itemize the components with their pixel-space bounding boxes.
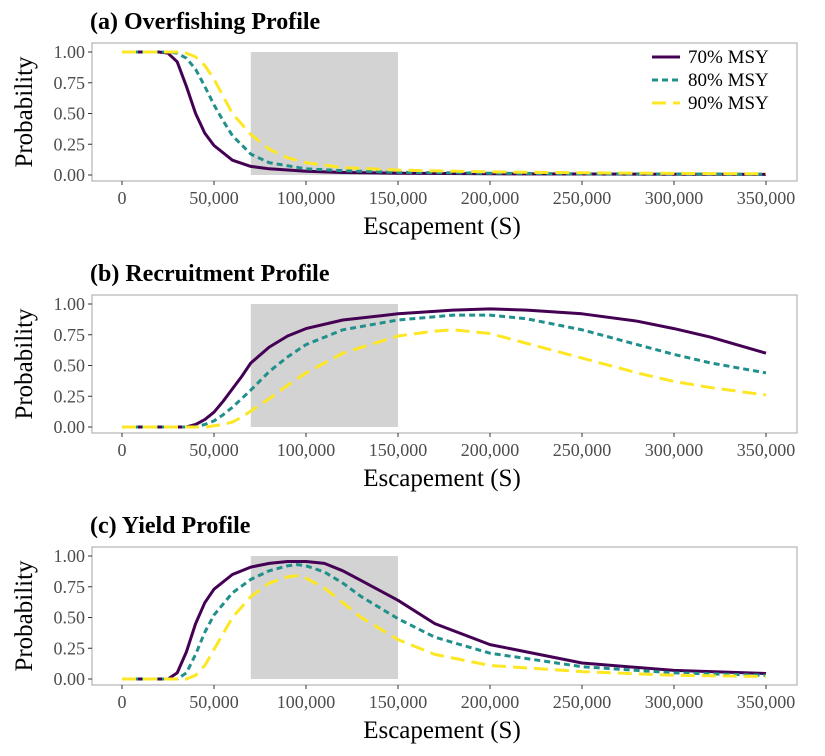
y-tick-label: 0.00	[54, 417, 86, 437]
y-tick-label: 1.00	[54, 294, 86, 314]
x-tick-label: 150,000	[369, 692, 428, 712]
x-tick-label: 350,000	[737, 188, 796, 208]
y-tick-label: 0.75	[54, 577, 86, 597]
series-line-1	[122, 50, 767, 176]
panel-recruitment: (b) Recruitment Profile 0.00 0.25 0.50 0.75 1…	[11, 261, 798, 492]
x-tick-label: 50,000	[189, 188, 239, 208]
shaded-region	[250, 304, 398, 427]
x-tick-label: 350,000	[737, 440, 796, 460]
y-tick-label: 0.00	[54, 669, 86, 689]
series-line-2	[122, 50, 767, 176]
x-tick-label: 300,000	[645, 188, 704, 208]
legend-label-2: 80% MSY	[688, 70, 769, 91]
plot-border	[91, 294, 798, 434]
x-tick-label: 100,000	[277, 188, 336, 208]
x-tick-label: 150,000	[369, 440, 428, 460]
y-tick-label: 0.75	[54, 73, 86, 93]
chart-title: (c) Yield Profile	[90, 513, 251, 539]
panel-yield: (c) Yield Profile 0.00 0.25 0.50 0.75 1.00 0 50…	[11, 513, 798, 744]
shaded-region	[250, 52, 398, 175]
x-axis-title: Escapement (S)	[363, 465, 521, 492]
x-tick-label: 200,000	[461, 692, 520, 712]
x-tick-label: 100,000	[277, 440, 336, 460]
y-tick-label: 0.50	[54, 104, 86, 124]
chart-title: (a) Overfishing Profile	[90, 9, 321, 35]
legend-label-3: 90% MSY	[688, 93, 769, 114]
series-line-3	[122, 574, 767, 681]
series-line-3	[122, 328, 767, 429]
plot-border	[91, 546, 798, 686]
x-tick-label: 350,000	[737, 692, 796, 712]
y-tick-label: 0.00	[54, 165, 86, 185]
x-tick-label: 300,000	[645, 440, 704, 460]
y-tick-label: 1.00	[54, 546, 86, 566]
plot-border	[91, 42, 798, 182]
y-tick-label: 0.50	[54, 356, 86, 376]
legend-label-1: 70% MSY	[688, 47, 769, 68]
shaded-region	[250, 556, 398, 679]
series-line-1	[122, 307, 767, 429]
x-tick-label: 250,000	[553, 440, 612, 460]
x-tick-label: 250,000	[553, 188, 612, 208]
x-tick-label: 0	[118, 692, 127, 712]
y-tick-label: 0.25	[54, 386, 86, 406]
y-axis-title: Probability	[11, 308, 38, 420]
x-tick-label: 250,000	[553, 692, 612, 712]
y-tick-label: 0.25	[54, 638, 86, 658]
x-tick-label: 300,000	[645, 692, 704, 712]
x-tick-label: 150,000	[369, 188, 428, 208]
x-tick-label: 0	[118, 188, 127, 208]
series-line-1	[122, 560, 767, 681]
x-tick-label: 200,000	[461, 188, 520, 208]
series-line-2	[122, 313, 767, 429]
x-axis-title: Escapement (S)	[363, 213, 521, 240]
series-line-2	[122, 563, 767, 681]
x-axis-title: Escapement (S)	[363, 717, 521, 744]
x-tick-label: 50,000	[189, 440, 239, 460]
chart-title: (b) Recruitment Profile	[90, 261, 330, 287]
y-tick-label: 0.25	[54, 134, 86, 154]
series-line-3	[122, 50, 767, 176]
x-tick-label: 50,000	[189, 692, 239, 712]
x-tick-label: 0	[118, 440, 127, 460]
y-axis-title: Probability	[11, 560, 38, 672]
x-tick-label: 100,000	[277, 692, 336, 712]
y-axis-title: Probability	[11, 56, 38, 168]
y-tick-label: 1.00	[54, 42, 86, 62]
y-tick-label: 0.75	[54, 325, 86, 345]
x-tick-label: 200,000	[461, 440, 520, 460]
y-tick-label: 0.50	[54, 608, 86, 628]
panel-overfishing: (a) Overfishing Profile 0.00 0.25 0.50 0.75 1…	[11, 9, 798, 240]
